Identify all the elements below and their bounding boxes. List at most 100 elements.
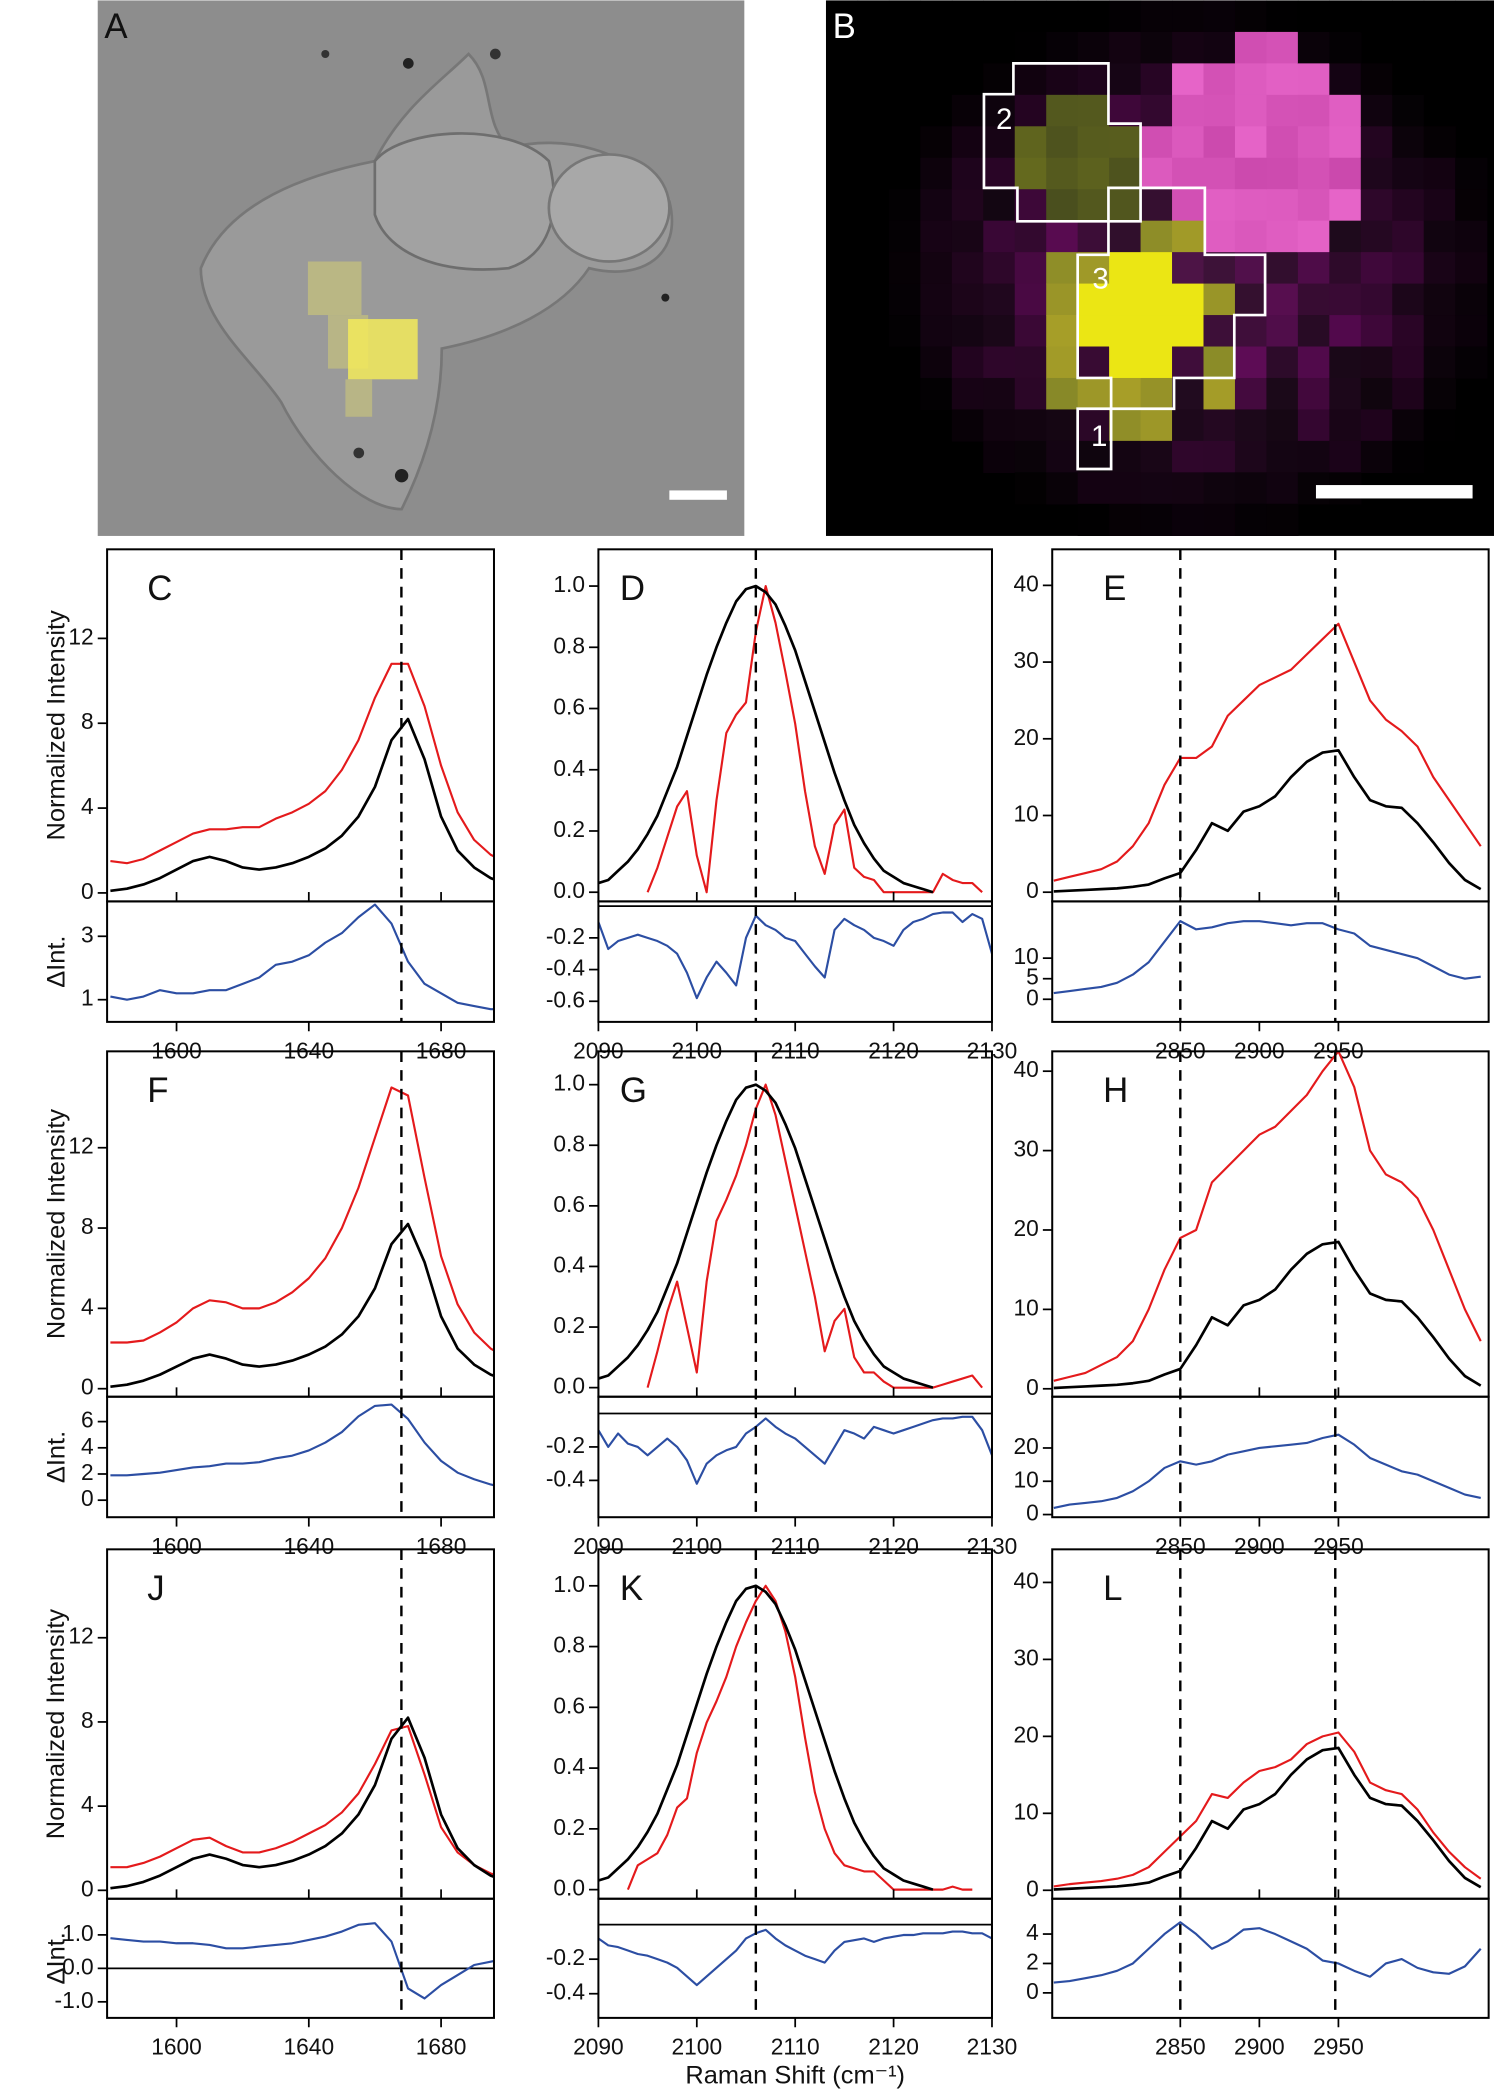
map-pixel xyxy=(1172,0,1205,33)
y-tick-label: -0.6 xyxy=(546,986,585,1012)
y-tick-label: 8 xyxy=(81,708,94,734)
y-tick-label: 4 xyxy=(81,793,94,819)
map-pixel xyxy=(1077,503,1110,536)
map-pixel xyxy=(1234,377,1268,411)
spectrum-line xyxy=(626,1584,973,1891)
map-pixel xyxy=(1203,283,1236,316)
map-pixel xyxy=(1077,377,1110,411)
map-pixel xyxy=(920,157,953,190)
map-pixel xyxy=(920,126,953,159)
map-pixel xyxy=(1234,252,1268,285)
y-tick-label: -1.0 xyxy=(55,1987,94,2013)
plot-frame xyxy=(597,900,993,1023)
y-tick-label: 5 xyxy=(1026,964,1039,990)
map-pixel xyxy=(1297,189,1331,222)
y-tick-label: 8 xyxy=(81,1707,94,1733)
map-pixel xyxy=(1234,63,1268,96)
map-pixel xyxy=(1297,63,1331,96)
spectrum-line xyxy=(1053,1731,1482,1888)
y-tick-label: 1.0 xyxy=(553,571,585,597)
map-pixel xyxy=(1423,157,1456,190)
map-pixel xyxy=(1077,472,1110,505)
spectrum-line xyxy=(1053,622,1482,882)
map-pixel xyxy=(1140,0,1173,33)
map-pixel xyxy=(1014,283,1047,316)
map-pixel xyxy=(1360,189,1393,222)
y-tick-label: -0.4 xyxy=(546,955,585,981)
map-pixel xyxy=(1046,189,1079,222)
map-pixel xyxy=(1109,409,1142,442)
plot-frame xyxy=(1051,900,1490,1023)
map-pixel xyxy=(1014,377,1047,411)
y-tick-label: 0.4 xyxy=(553,755,585,781)
map-pixel xyxy=(1046,252,1079,285)
panel-label: F xyxy=(147,1071,168,1110)
map-pixel xyxy=(1266,63,1299,96)
x-tick-label: 2100 xyxy=(671,1533,722,1559)
map-pixel xyxy=(1297,94,1331,127)
map-pixel xyxy=(1392,440,1425,474)
map-pixel xyxy=(1203,346,1236,379)
panel-label: L xyxy=(1103,1569,1122,1608)
y-tick-label: 10 xyxy=(1014,943,1039,969)
map-pixel xyxy=(983,220,1016,253)
y-tick-label: 4 xyxy=(81,1433,94,1459)
panel-label: K xyxy=(620,1569,643,1608)
map-pixel xyxy=(1266,409,1299,442)
map-pixel xyxy=(1172,315,1205,348)
x-tick-label: 2110 xyxy=(771,1533,820,1559)
map-pixel xyxy=(1203,189,1236,222)
map-pixel xyxy=(1140,283,1173,316)
map-pixel xyxy=(1360,377,1393,411)
map-pixel xyxy=(1329,0,1362,33)
map-pixel xyxy=(920,0,953,33)
map-pixel xyxy=(951,409,984,442)
map-pixel xyxy=(1172,440,1205,474)
map-pixel xyxy=(1203,94,1236,127)
map-pixel xyxy=(1077,252,1110,285)
y-tick-label: 12 xyxy=(68,1623,93,1649)
x-tick-label: 2120 xyxy=(868,2034,919,2060)
map-pixel xyxy=(951,377,984,411)
map-pixel xyxy=(1360,220,1393,253)
map-pixel xyxy=(1109,440,1142,474)
map-pixel xyxy=(1014,189,1047,222)
map-pixel xyxy=(1140,252,1173,285)
x-tick-label: 1640 xyxy=(283,2034,334,2060)
map-pixel xyxy=(1172,252,1205,285)
y-tick-label: -0.2 xyxy=(546,1944,585,1970)
map-pixel xyxy=(1455,220,1488,253)
spectrum-line xyxy=(598,1083,934,1389)
y-tick-label: -0.2 xyxy=(546,1432,585,1458)
map-pixel xyxy=(1203,0,1236,33)
map-pixel xyxy=(1297,31,1331,65)
map-pixel xyxy=(1392,189,1425,222)
y-tick-label: 0.2 xyxy=(553,1312,585,1338)
map-pixel xyxy=(983,63,1016,96)
y-tick-label: 30 xyxy=(1014,1644,1039,1670)
map-pixel xyxy=(920,377,953,411)
x-tick-label: 1640 xyxy=(283,1533,334,1559)
y-axis-label: ΔInt. xyxy=(42,935,70,987)
map-pixel xyxy=(1172,31,1205,65)
spectrum-line xyxy=(598,1415,992,1485)
panel-label: H xyxy=(1103,1071,1128,1110)
x-tick-label: 2850 xyxy=(1155,2034,1206,2060)
y-tick-label: 4 xyxy=(81,1293,94,1319)
map-pixel xyxy=(1203,63,1236,96)
map-pixel xyxy=(1014,409,1047,442)
y-tick-label: 1.0 xyxy=(62,1920,94,1946)
spectrum-line xyxy=(110,1716,494,1890)
y-tick-label: -0.2 xyxy=(546,923,585,949)
y-axis-label: Normalized Intensity xyxy=(42,1609,70,1840)
map-pixel xyxy=(951,346,984,379)
map-pixel xyxy=(1077,63,1110,96)
map-pixel xyxy=(920,252,953,285)
map-pixel xyxy=(951,189,984,222)
map-pixel xyxy=(1486,0,1494,33)
map-pixel xyxy=(1077,31,1110,65)
map-pixel xyxy=(1203,252,1236,285)
y-tick-label: 4 xyxy=(81,1791,94,1817)
map-pixel xyxy=(1014,157,1047,190)
map-pixel xyxy=(1172,157,1205,190)
